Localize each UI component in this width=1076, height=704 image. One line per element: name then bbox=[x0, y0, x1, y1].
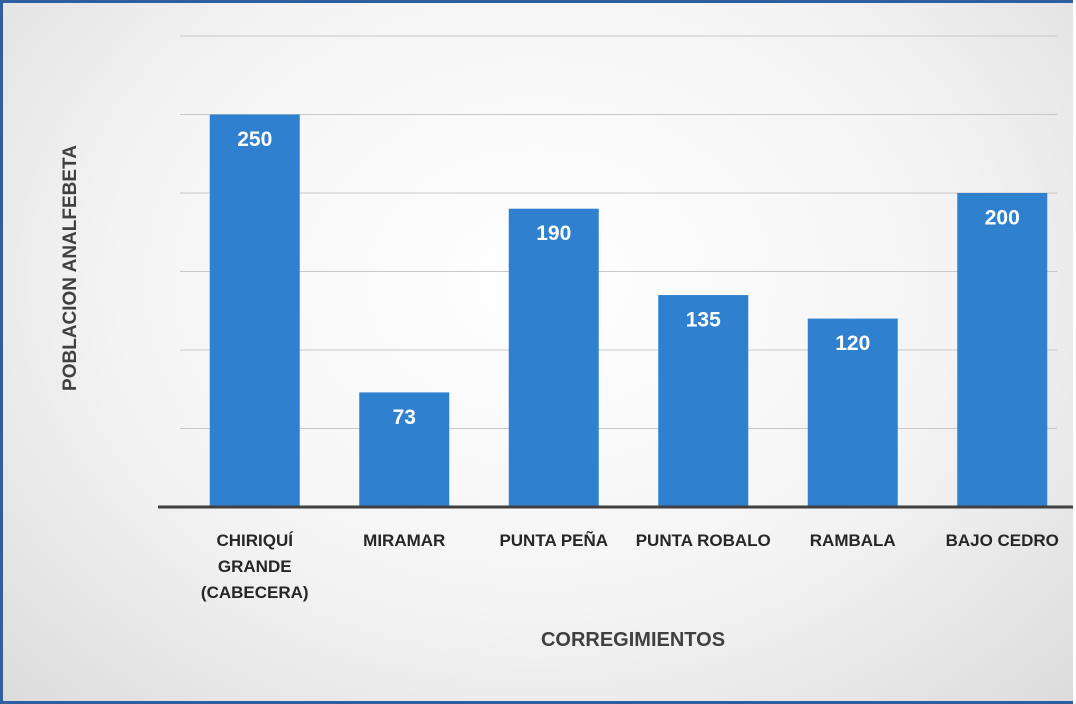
data-label: 73 bbox=[393, 406, 416, 429]
data-label: 200 bbox=[985, 207, 1020, 230]
x-tick-label: PUNTA PEÑA bbox=[499, 531, 609, 550]
bar bbox=[209, 114, 300, 507]
data-label: 190 bbox=[536, 222, 571, 245]
chart: POBLACION ANALFEBETA 250 73 190 135 120 200 bbox=[60, 35, 1073, 509]
x-tick-label: CHIRIQUÍ GRANDE (CABECERA) bbox=[200, 531, 309, 602]
bar bbox=[957, 193, 1048, 507]
bar bbox=[807, 318, 898, 507]
bar bbox=[508, 208, 599, 507]
x-tick-label: PUNTA ROBALO bbox=[635, 531, 771, 550]
x-axis-label: CORREGIMIENTOS bbox=[540, 629, 726, 651]
bar bbox=[658, 295, 749, 507]
data-label: 250 bbox=[237, 128, 272, 151]
data-label: 120 bbox=[835, 332, 870, 355]
y-axis-label: POBLACION ANALFEBETA bbox=[60, 145, 81, 391]
x-tick-label: BAJO CEDRO bbox=[945, 531, 1059, 550]
x-tick-label: RAMBALA bbox=[809, 531, 896, 550]
x-tick-label: MIRAMAR bbox=[363, 531, 446, 550]
data-label: 135 bbox=[686, 309, 721, 332]
bar bbox=[359, 392, 450, 507]
